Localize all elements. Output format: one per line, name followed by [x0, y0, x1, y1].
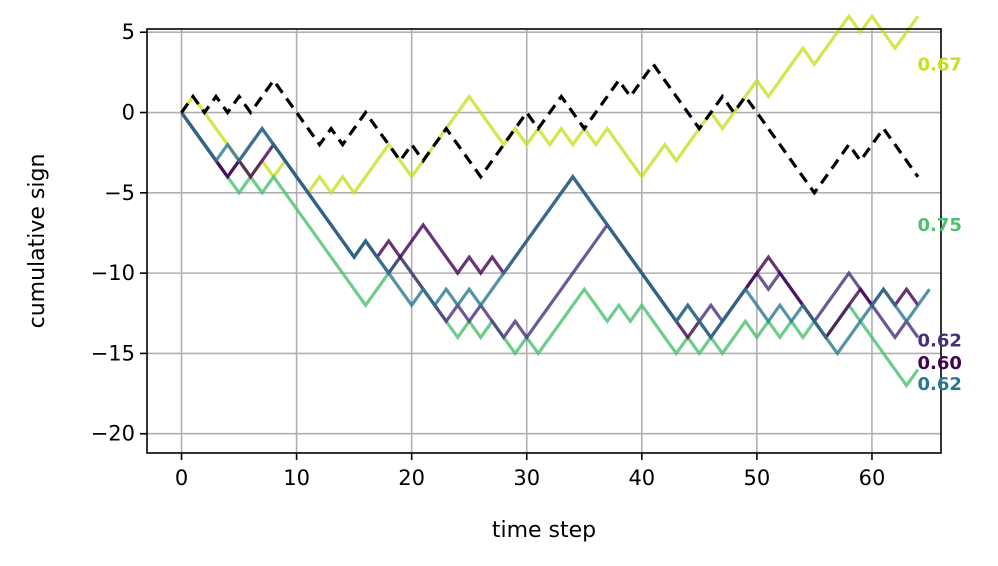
- y-axis-label: cumulative sign: [25, 154, 50, 329]
- series-end-label: 0.67: [917, 54, 961, 75]
- x-tick-label: 50: [744, 466, 771, 490]
- x-tick-label: 60: [859, 466, 886, 490]
- series-end-label: 0.62: [917, 331, 961, 352]
- x-tick-label: 30: [513, 466, 540, 490]
- x-tick-label: 20: [398, 466, 425, 490]
- series-group: [180, 13, 931, 389]
- x-tick-label: 0: [175, 466, 188, 490]
- x-tick-label: 10: [283, 466, 310, 490]
- y-tick-label: −10: [91, 261, 135, 285]
- y-tick-label: −20: [91, 422, 135, 446]
- series-end-label: 0.62: [917, 374, 961, 395]
- x-tick-label: 40: [628, 466, 655, 490]
- y-tick-label: 0: [122, 101, 135, 125]
- y-tick-label: −5: [104, 181, 135, 205]
- series-end-label: 0.75: [917, 215, 961, 236]
- y-tick-label: 5: [122, 20, 135, 44]
- x-axis-label: time step: [492, 518, 596, 543]
- end-labels: 0.67 0.75 0.620.600.62: [917, 54, 961, 395]
- grid: [147, 29, 941, 453]
- baseline-dashed-series-line: [180, 61, 920, 196]
- series-line: [180, 111, 931, 357]
- series-end-label: 0.60: [917, 353, 961, 374]
- plot-frame: [146, 28, 942, 454]
- series-line: [180, 111, 920, 389]
- y-tick-label: −15: [91, 341, 135, 365]
